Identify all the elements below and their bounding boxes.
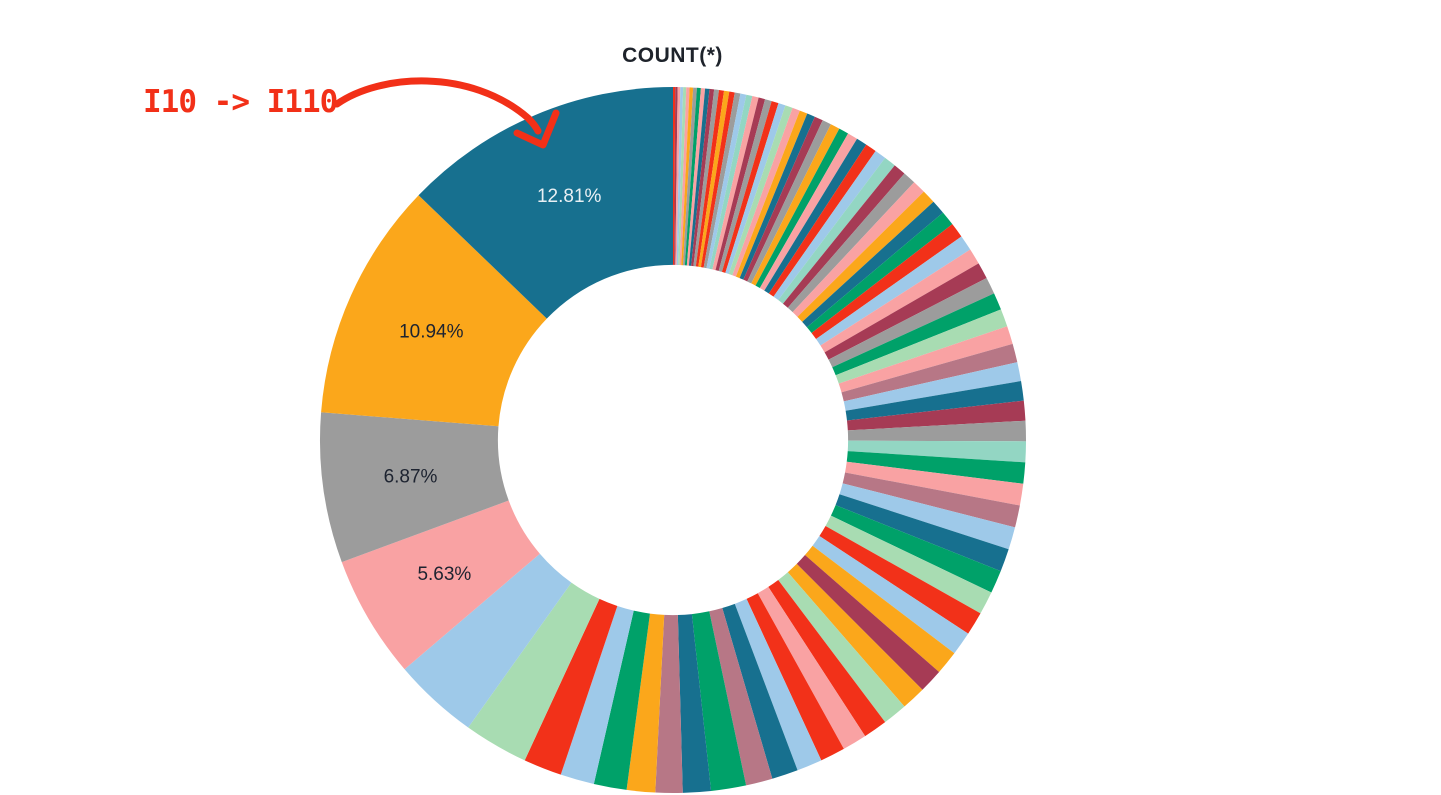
pie-slice[interactable] bbox=[700, 91, 735, 268]
pie-slice[interactable] bbox=[843, 362, 1022, 411]
pie-slice[interactable] bbox=[802, 201, 943, 328]
pie-slice[interactable] bbox=[715, 97, 766, 271]
pie-slice[interactable] bbox=[847, 440, 1026, 463]
pie-slice[interactable] bbox=[806, 212, 953, 333]
pie-slice[interactable] bbox=[679, 87, 690, 266]
pie-slice[interactable] bbox=[524, 598, 618, 775]
pie-slice[interactable] bbox=[721, 101, 779, 273]
pie-slice[interactable] bbox=[404, 553, 572, 728]
pie-slice[interactable] bbox=[830, 505, 1001, 593]
pie-slice[interactable] bbox=[828, 277, 995, 368]
pie-slice[interactable] bbox=[691, 611, 747, 791]
pie-slice[interactable] bbox=[686, 88, 706, 266]
pie-slice[interactable] bbox=[819, 525, 981, 634]
pie-slice[interactable] bbox=[832, 293, 1001, 376]
pie-slice[interactable] bbox=[678, 87, 687, 266]
pie-slice[interactable] bbox=[835, 309, 1008, 384]
pie-slice[interactable] bbox=[709, 608, 773, 786]
pie-slice[interactable] bbox=[759, 133, 858, 291]
pie-slice[interactable] bbox=[782, 165, 905, 308]
pie-slice[interactable] bbox=[842, 472, 1020, 528]
pie-slice[interactable] bbox=[751, 124, 840, 286]
pie-slice[interactable] bbox=[684, 87, 701, 266]
pie-slice[interactable] bbox=[787, 173, 915, 313]
pie-slice[interactable] bbox=[764, 138, 867, 294]
pie-slice[interactable] bbox=[675, 87, 681, 265]
pie-slice[interactable] bbox=[824, 263, 987, 360]
pie-slice[interactable] bbox=[845, 461, 1024, 506]
pie-slice[interactable] bbox=[320, 412, 509, 563]
pie-slice[interactable] bbox=[846, 451, 1026, 484]
pie-slice[interactable] bbox=[811, 224, 962, 340]
pie-slice[interactable] bbox=[845, 381, 1024, 421]
pie-slice[interactable] bbox=[703, 92, 741, 269]
pie-slice[interactable] bbox=[768, 579, 886, 737]
pie-slice[interactable] bbox=[626, 613, 665, 793]
pie-slice[interactable] bbox=[728, 105, 793, 276]
pie-slice[interactable] bbox=[768, 144, 876, 297]
pie-slice[interactable] bbox=[676, 87, 684, 265]
pie-slice[interactable] bbox=[709, 94, 753, 270]
pie-slice[interactable] bbox=[468, 582, 600, 761]
annotation-arrow-curve bbox=[333, 77, 542, 135]
pie-slice[interactable] bbox=[673, 87, 676, 265]
pie-slice[interactable] bbox=[846, 400, 1026, 431]
pie-slice[interactable] bbox=[757, 586, 866, 749]
pie-slice[interactable] bbox=[691, 88, 715, 267]
pie-slice[interactable] bbox=[804, 545, 955, 672]
pie-slice[interactable] bbox=[841, 343, 1018, 402]
pie-slice[interactable] bbox=[835, 494, 1009, 572]
pie-slice[interactable] bbox=[695, 90, 725, 267]
pie-slice[interactable] bbox=[792, 182, 924, 317]
pie-slice[interactable] bbox=[683, 87, 697, 266]
annotation-text: I10 -> I110 bbox=[143, 84, 338, 120]
pie-slice[interactable] bbox=[674, 87, 678, 265]
pie-slice[interactable] bbox=[778, 157, 895, 304]
pie-slice[interactable] bbox=[797, 191, 934, 322]
pie-slice[interactable] bbox=[787, 563, 923, 707]
pie-slice[interactable] bbox=[825, 515, 992, 614]
pie-slice[interactable] bbox=[688, 88, 710, 266]
pie-slice[interactable] bbox=[321, 195, 547, 427]
chart-title: COUNT(*) bbox=[622, 44, 723, 67]
pie-slice[interactable] bbox=[732, 107, 800, 277]
pie-slice[interactable] bbox=[693, 89, 719, 267]
pie-slice[interactable] bbox=[718, 99, 772, 272]
pie-slice[interactable] bbox=[816, 236, 971, 346]
pie-slice[interactable] bbox=[681, 87, 694, 266]
pie-slice[interactable] bbox=[706, 93, 747, 269]
pie-slice[interactable] bbox=[773, 150, 886, 301]
pie-slice[interactable] bbox=[712, 96, 759, 271]
annotation-arrowhead bbox=[513, 109, 560, 149]
pie-slice[interactable] bbox=[341, 500, 540, 670]
pie-slice[interactable] bbox=[838, 326, 1013, 393]
pie-slice[interactable] bbox=[560, 606, 634, 785]
pie-slice[interactable] bbox=[593, 610, 650, 790]
pie-slice[interactable] bbox=[820, 249, 979, 353]
pie-slice[interactable] bbox=[722, 603, 798, 779]
pie-slice[interactable] bbox=[755, 128, 849, 288]
pie-slice[interactable] bbox=[743, 116, 823, 282]
pie-slice[interactable] bbox=[746, 593, 844, 761]
pie-slice[interactable] bbox=[734, 598, 822, 771]
pie-slice[interactable] bbox=[747, 120, 831, 284]
pie-slice[interactable] bbox=[847, 420, 1027, 442]
pie-slice[interactable] bbox=[839, 483, 1016, 550]
pie-slice[interactable] bbox=[677, 614, 712, 793]
pie-slice[interactable] bbox=[655, 614, 683, 794]
pie-slice[interactable] bbox=[725, 103, 786, 275]
pie-slice[interactable] bbox=[735, 110, 808, 279]
pie-slice[interactable] bbox=[739, 113, 815, 280]
pie-slice[interactable] bbox=[796, 555, 940, 690]
pie-slice[interactable] bbox=[698, 90, 730, 268]
pie-slice[interactable] bbox=[778, 572, 905, 723]
pie-slice[interactable] bbox=[418, 87, 673, 319]
pie-slice[interactable] bbox=[812, 536, 969, 654]
